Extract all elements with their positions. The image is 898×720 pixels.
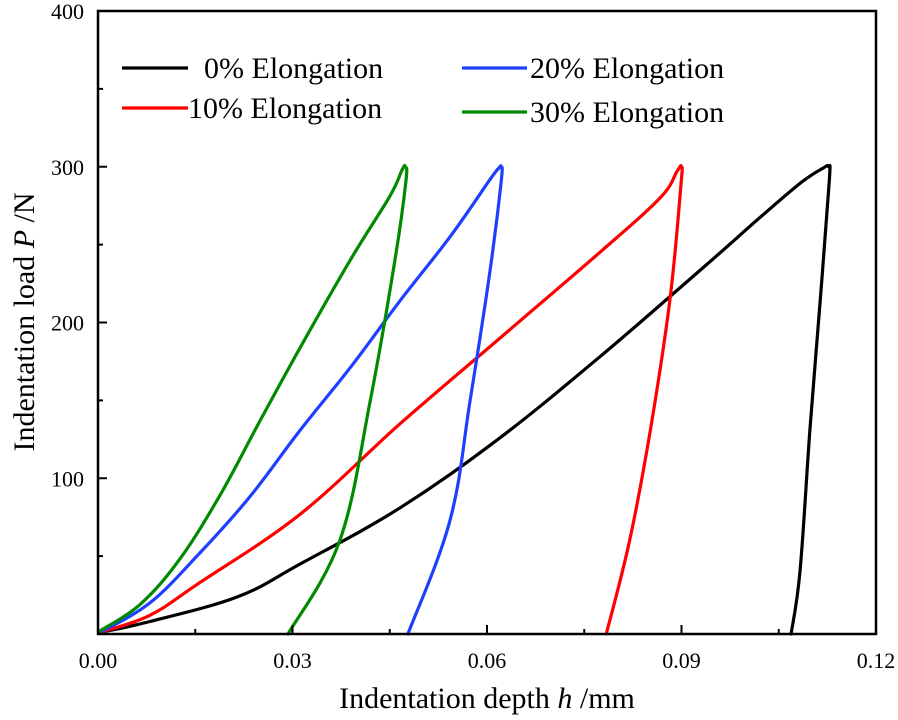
y-axis-ticks: 100 200 300 400	[51, 0, 107, 558]
legend-item: 30% Elongation	[462, 96, 724, 129]
y-axis-title-prefix: Indentation load	[8, 248, 41, 451]
legend: 0% Elongation 10% Elongation 20% Elongatio…	[122, 52, 724, 129]
legend-item: 10% Elongation	[122, 92, 382, 125]
series-layer	[98, 163, 832, 636]
legend-item: 0% Elongation	[122, 52, 383, 85]
x-tick-label: 0.12	[857, 648, 896, 673]
x-axis-title-prefix: Indentation depth	[339, 682, 557, 715]
y-axis-title: Indentation load P /N	[8, 192, 41, 451]
legend-label: 10% Elongation	[188, 92, 382, 125]
y-tick-label: 100	[51, 466, 84, 491]
series-line-3	[98, 163, 409, 636]
y-axis-title-suffix: /N	[8, 192, 41, 230]
legend-label: 30% Elongation	[530, 96, 724, 129]
x-axis-title-suffix: /mm	[572, 682, 635, 715]
x-tick-label: 0.03	[273, 648, 312, 673]
series-line-2	[98, 164, 504, 636]
x-tick-label: 0.06	[468, 648, 507, 673]
x-tick-label: 0.09	[662, 648, 701, 673]
x-axis-title-symbol: h	[557, 682, 572, 715]
x-tick-label: 0.00	[79, 648, 118, 673]
y-axis-title-symbol: P	[8, 230, 41, 249]
legend-item: 20% Elongation	[462, 52, 724, 85]
x-axis-ticks: 0.00 0.03 0.06 0.09 0.12	[79, 625, 896, 673]
legend-label: 20% Elongation	[530, 52, 724, 85]
y-tick-label: 200	[51, 311, 84, 336]
plot-area: 0.00 0.03 0.06 0.09 0.12 100 200 300 400	[51, 0, 895, 673]
series-line-0	[98, 163, 832, 636]
x-axis-title: Indentation depth h /mm	[339, 682, 635, 715]
y-tick-label: 300	[51, 155, 84, 180]
y-tick-label: 400	[51, 0, 84, 24]
series-line-1	[98, 164, 684, 636]
legend-label: 0% Elongation	[204, 52, 383, 85]
